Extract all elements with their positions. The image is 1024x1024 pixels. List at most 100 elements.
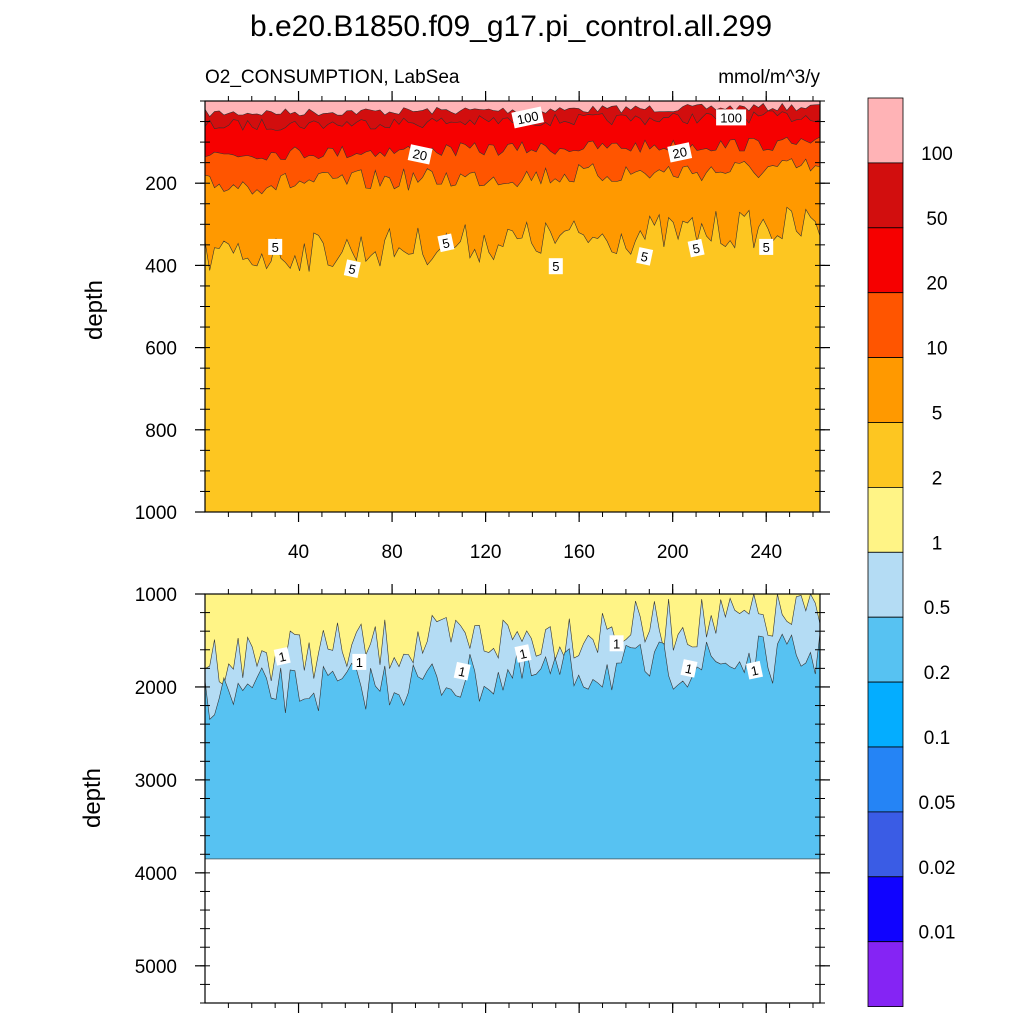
upper-y-ticks: 200 400 600 800 1000 (135, 100, 830, 524)
contour-label-text: 1 (356, 655, 363, 670)
y-tick-label: 2000 (135, 678, 177, 699)
x-tick-label: 160 (563, 542, 595, 563)
contour-label: 20 (407, 144, 433, 165)
y-tick-label: 4000 (135, 864, 177, 885)
contour-label-text: 1 (684, 661, 694, 677)
colorbar-label: 0.2 (924, 663, 950, 684)
y-tick-label: 200 (145, 174, 177, 195)
contour-label: 5 (343, 259, 361, 278)
contour-label: 1 (453, 661, 471, 681)
contour-label-box (268, 238, 283, 255)
colorbar-label: 50 (926, 209, 947, 230)
no-data-region (205, 858, 820, 1003)
contour-label-text: 100 (720, 110, 742, 125)
y-tick-label: 1000 (135, 503, 177, 524)
y-tick-label: 800 (145, 421, 177, 442)
lower-y-axis-label: depth (79, 768, 106, 828)
colorbar-swatch (867, 811, 904, 878)
contour-label-box (514, 644, 532, 663)
contour-label: 100 (716, 109, 747, 126)
colorbar-label: 20 (926, 274, 947, 295)
colorbar-swatch (867, 746, 904, 813)
colorbar-swatch (867, 486, 904, 553)
contour-label-text: 5 (272, 240, 279, 255)
contour-label: 5 (759, 238, 774, 255)
colorbar-label: 0.02 (919, 858, 956, 879)
left-subtitle: O2_CONSUMPTION, LabSea (205, 67, 460, 88)
contour-label-text: 1 (457, 664, 467, 680)
contour-label-box (453, 661, 471, 681)
contour-label: 1 (514, 644, 532, 663)
colorbar-swatch (867, 551, 904, 618)
contour-label-box (609, 635, 624, 652)
contour-label-text: 5 (639, 249, 649, 265)
colorbar-swatch (867, 97, 904, 164)
colorbar-label: 0.01 (919, 923, 956, 944)
colorbar-swatch (867, 227, 904, 294)
contour-label-box (745, 660, 764, 680)
y-tick-label: 400 (145, 256, 177, 277)
contour-label-text: 1 (750, 663, 760, 679)
contour-label-box (511, 106, 545, 129)
contour-label-box (636, 247, 654, 266)
contour-label: 5 (687, 238, 705, 258)
contour-label: 5 (268, 238, 283, 255)
contour-label-box (548, 258, 563, 275)
colorbar-swatch (867, 616, 904, 683)
colorbar-swatch (867, 681, 904, 748)
lower-panel: 1 1 1 1 1 1 1 1000 2000 3000 4000 5000 depth (79, 584, 830, 1013)
y-tick-label: 3000 (135, 771, 177, 792)
x-tick-label: 120 (470, 542, 502, 563)
y-tick-label: 5000 (135, 957, 177, 978)
colorbar: 100 50 20 10 5 2 1 0.5 0.2 0.1 0.05 0.02 0.01 (867, 97, 956, 1008)
upper-panel: O2_CONSUMPTION, LabSea mmol/m^3/y 100 100… (81, 67, 830, 563)
contour-label-box (273, 647, 291, 666)
colorbar-label: 10 (926, 339, 947, 360)
contour-label: 1 (745, 660, 764, 680)
contour-label-text: 5 (347, 261, 357, 277)
x-tick-label: 200 (657, 542, 689, 563)
colorbar-label: 0.5 (924, 598, 950, 619)
contour-label: 1 (680, 659, 698, 678)
y-tick-label: 600 (145, 339, 177, 360)
contour-label-box (343, 259, 361, 278)
contour-label-text: 1 (613, 636, 620, 651)
contour-label-box (407, 144, 433, 165)
colorbar-swatch (867, 162, 904, 229)
contour-label-text: 5 (552, 259, 559, 274)
contour-label-box (680, 659, 698, 678)
lower-contour-fills (204, 593, 821, 1004)
colorbar-label: 2 (932, 468, 943, 489)
contour-label-text: 1 (518, 646, 528, 662)
upper-contour-fills (204, 101, 821, 513)
colorbar-swatch (867, 357, 904, 423)
colorbar-label: 100 (921, 144, 953, 165)
colorbar-label: 0.1 (924, 728, 950, 749)
contour-label: 5 (437, 233, 455, 253)
contour-label-text: 5 (691, 241, 701, 257)
contour-label: 100 (511, 106, 545, 129)
band-2-5 (204, 206, 821, 513)
units-subtitle: mmol/m^3/y (718, 67, 820, 88)
x-tick-label: 80 (382, 542, 403, 563)
contour-label-text: 100 (516, 108, 540, 127)
contour-label-box (759, 238, 774, 255)
upper-x-ticks: 40 80 120 160 200 240 (227, 91, 814, 563)
colorbar-swatch (867, 941, 904, 1008)
x-tick-label: 40 (288, 542, 309, 563)
upper-y-axis-label: depth (81, 280, 108, 340)
colorbar-swatch (867, 422, 904, 488)
contour-label-text: 20 (671, 144, 688, 162)
contour-label-text: 1 (277, 649, 287, 665)
upper-contour-labels: 100 100 20 20 5 5 5 5 5 5 5 (268, 106, 774, 278)
contour-label-box (687, 238, 705, 258)
lower-contour-labels: 1 1 1 1 1 1 1 (273, 635, 764, 681)
contour-label: 20 (667, 142, 693, 163)
contour-label-box (667, 142, 693, 163)
colorbar-label: 5 (932, 404, 943, 425)
contour-label-text: 20 (411, 146, 428, 164)
contour-label: 1 (273, 647, 291, 666)
contour-label: 5 (548, 258, 563, 275)
contour-label-box (437, 233, 455, 253)
